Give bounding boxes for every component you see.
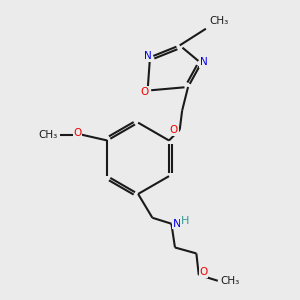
Text: O: O xyxy=(74,128,82,138)
Text: O: O xyxy=(170,125,178,135)
Text: N: N xyxy=(200,57,207,67)
Text: H: H xyxy=(181,216,189,226)
Text: N: N xyxy=(172,219,181,229)
Text: O: O xyxy=(140,87,148,97)
Text: CH₃: CH₃ xyxy=(209,16,229,26)
Text: CH₃: CH₃ xyxy=(220,276,239,286)
Text: CH₃: CH₃ xyxy=(38,130,57,140)
Text: O: O xyxy=(200,268,208,278)
Text: N: N xyxy=(144,51,152,61)
